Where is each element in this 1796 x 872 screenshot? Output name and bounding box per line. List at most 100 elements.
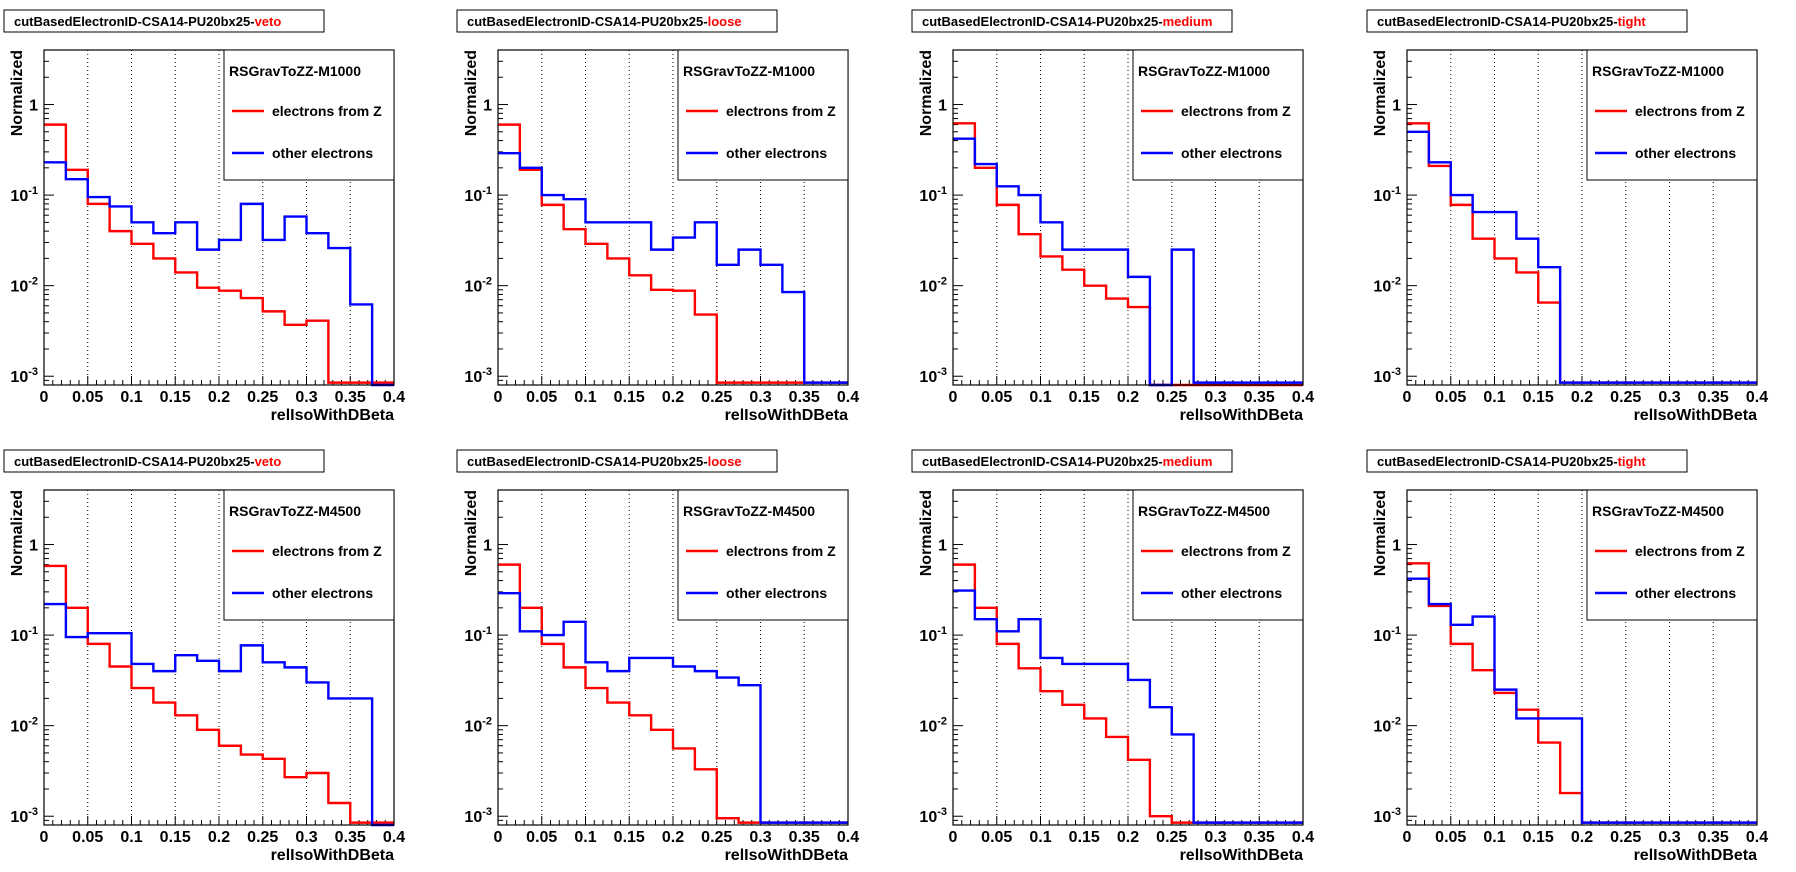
y-tick-label: 10-2 — [919, 276, 947, 296]
y-tick-label: 10-2 — [10, 716, 38, 736]
legend: RSGravToZZ-M4500 electrons from Z other el… — [677, 489, 849, 621]
chart-title: cutBasedElectronID-CSA14-PU20bx25-loose — [467, 454, 742, 469]
x-tick-label: 0.3 — [749, 829, 771, 846]
x-axis-label: relIsoWithDBeta — [1180, 407, 1304, 424]
series-other-electrons-line — [1407, 130, 1757, 384]
x-tick-label: 0 — [40, 389, 49, 406]
x-tick-label: 0.3 — [295, 829, 317, 846]
y-tick-exponent: -3 — [937, 366, 947, 378]
y-tick-base: 10 — [10, 628, 28, 645]
x-tick-label: 0.35 — [335, 829, 366, 846]
y-tick-label: 10-2 — [919, 716, 947, 736]
legend-header: RSGravToZZ-M1000 — [683, 63, 815, 79]
y-tick-exponent: -3 — [28, 366, 38, 378]
y-tick-exponent: -3 — [28, 806, 38, 818]
y-tick-label: 10-1 — [1373, 185, 1401, 205]
plot-frame — [952, 489, 1304, 826]
series-electrons-from-z-line — [498, 563, 848, 824]
plot-frame — [497, 489, 849, 826]
y-tick-label: 10-3 — [10, 366, 38, 386]
legend-label: electrons from Z — [1181, 103, 1291, 119]
y-tick-label: 10-3 — [919, 366, 947, 386]
x-tick-label: 0 — [494, 829, 503, 846]
x-tick-label: 0.25 — [247, 389, 278, 406]
x-tick-label: 0.4 — [837, 829, 859, 846]
y-tick-label: 10-1 — [1373, 625, 1401, 645]
y-tick-exponent: -2 — [1391, 276, 1401, 288]
legend-label: other electrons — [272, 585, 373, 601]
y-axis-label: Normalized — [463, 50, 480, 136]
y-tick-label: 10-3 — [1373, 366, 1401, 386]
legend: RSGravToZZ-M4500 electrons from Z other el… — [1132, 489, 1304, 621]
x-tick-label: 0.05 — [72, 389, 103, 406]
y-tick-base: 10 — [464, 809, 482, 826]
chart-title-suffix: tight — [1618, 454, 1647, 469]
y-tick-base: 10 — [919, 369, 937, 386]
x-tick-label: 0.3 — [1658, 389, 1680, 406]
y-tick-base: 10 — [464, 628, 482, 645]
x-tick-label: 0.4 — [1292, 389, 1314, 406]
x-tick-label: 0.1 — [120, 829, 142, 846]
legend-frame — [223, 49, 395, 181]
y-tick-base: 10 — [1373, 809, 1391, 826]
y-tick-label: 10-1 — [10, 625, 38, 645]
y-tick-label: 10-1 — [919, 625, 947, 645]
title-box-frame — [456, 449, 778, 473]
y-tick-exponent: -1 — [1391, 185, 1401, 197]
chart-title-prefix: cutBasedElectronID-CSA14-PU20bx25- — [1377, 454, 1618, 469]
chart-panel-4: cutBasedElectronID-CSA14-PU20bx25-tight R… — [1366, 9, 1768, 424]
series-other-electrons-line — [498, 152, 848, 384]
y-tick-exponent: -3 — [482, 806, 492, 818]
title-box-frame — [1366, 449, 1688, 473]
x-tick-label: 0.3 — [1658, 829, 1680, 846]
x-tick-label: 0.25 — [1610, 829, 1641, 846]
legend-header: RSGravToZZ-M4500 — [229, 503, 361, 519]
y-axis-label: Normalized — [1372, 50, 1389, 136]
legend-frame — [677, 489, 849, 621]
x-tick-label: 0.15 — [614, 389, 645, 406]
chart-title-suffix: veto — [255, 14, 282, 29]
title-box-frame — [911, 449, 1233, 473]
x-tick-label: 0.15 — [1523, 829, 1554, 846]
y-tick-label: 1 — [29, 98, 38, 115]
x-axis-label: relIsoWithDBeta — [725, 847, 849, 864]
x-tick-label: 0.3 — [1204, 389, 1226, 406]
legend-label: other electrons — [726, 145, 827, 161]
y-tick-exponent: -1 — [28, 625, 38, 637]
legend: RSGravToZZ-M4500 electrons from Z other el… — [223, 489, 395, 621]
chart-title-prefix: cutBasedElectronID-CSA14-PU20bx25- — [1377, 14, 1618, 29]
y-tick-base: 10 — [10, 719, 28, 736]
legend-label: other electrons — [726, 585, 827, 601]
y-tick-exponent: -3 — [937, 806, 947, 818]
chart-title-prefix: cutBasedElectronID-CSA14-PU20bx25- — [14, 454, 255, 469]
y-tick-label: 1 — [483, 98, 492, 115]
y-tick-label: 1 — [938, 98, 947, 115]
y-tick-base: 10 — [919, 188, 937, 205]
y-tick-base: 10 — [10, 188, 28, 205]
y-tick-base: 10 — [1373, 719, 1391, 736]
title-box: cutBasedElectronID-CSA14-PU20bx25-medium — [911, 9, 1233, 33]
x-axis-label: relIsoWithDBeta — [1634, 847, 1758, 864]
x-tick-label: 0.35 — [1244, 389, 1275, 406]
x-tick-label: 0 — [949, 389, 958, 406]
x-tick-label: 0.1 — [574, 389, 596, 406]
y-tick-exponent: -2 — [28, 276, 38, 288]
y-tick-exponent: -2 — [937, 276, 947, 288]
legend-frame — [1132, 489, 1304, 621]
x-tick-label: 0.2 — [1117, 829, 1139, 846]
series-other-electrons-line — [44, 161, 394, 387]
title-box: cutBasedElectronID-CSA14-PU20bx25-medium — [911, 449, 1233, 473]
x-tick-label: 0.2 — [1571, 829, 1593, 846]
x-tick-label: 0 — [494, 389, 503, 406]
chart-title: cutBasedElectronID-CSA14-PU20bx25-tight — [1377, 454, 1646, 469]
y-tick-label: 10-2 — [464, 716, 492, 736]
legend-label: other electrons — [272, 145, 373, 161]
x-tick-label: 0.2 — [208, 389, 230, 406]
y-tick-base: 10 — [10, 279, 28, 296]
y-tick-exponent: -1 — [937, 185, 947, 197]
y-tick-base: 10 — [10, 809, 28, 826]
y-tick-label: 10-3 — [1373, 806, 1401, 826]
series-other-electrons-line — [44, 602, 394, 827]
y-tick-exponent: -1 — [28, 185, 38, 197]
y-tick-label: 1 — [1392, 538, 1401, 555]
